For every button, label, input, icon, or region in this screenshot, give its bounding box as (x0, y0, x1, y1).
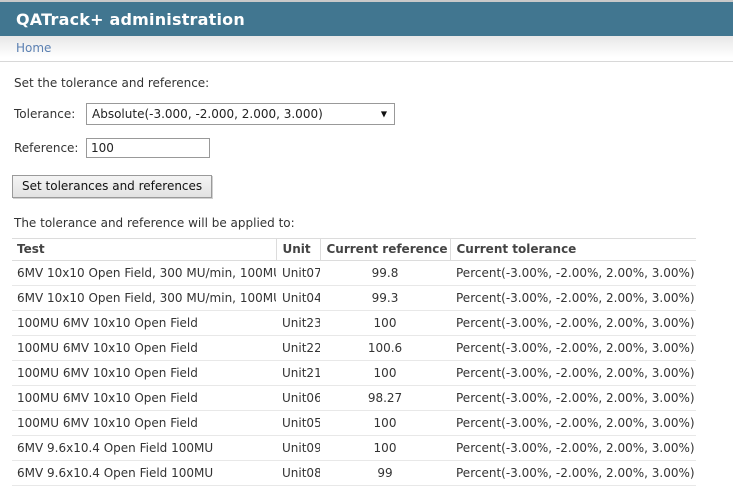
tolerance-select[interactable]: Absolute(-3.000, -2.000, 2.000, 3.000) (86, 103, 395, 125)
form-intro-text: Set the tolerance and reference: (14, 76, 210, 90)
cell-current-reference: 100 (320, 410, 450, 436)
cell-test: 6MV 10x10 Open Field, 300 MU/min, 100MU (12, 260, 276, 286)
cell-current-tolerance: Percent(-3.00%, -2.00%, 2.00%, 3.00%) (450, 410, 696, 436)
cell-test: 100MU 6MV 10x10 Open Field (12, 385, 276, 411)
cell-test: 6MV 9.6x10.4 Open Field 100MU (12, 460, 276, 486)
app-header: QATrack+ administration (0, 0, 733, 36)
cell-current-tolerance: Percent(-3.00%, -2.00%, 2.00%, 3.00%) (450, 360, 696, 386)
set-tolerances-button[interactable]: Set tolerances and references (12, 175, 213, 198)
cell-current-reference: 98.27 (320, 385, 450, 411)
breadcrumb: Home (0, 36, 733, 62)
table-row: 6MV 9.6x10.4 Open Field 100MU Unit09 100 Pe… (12, 435, 696, 461)
table-row: 6MV 10x10 Open Field, 300 MU/min, 100MU U… (12, 285, 696, 311)
table-row: 100MU 6MV 10x10 Open Field Unit22 100.6 Per… (12, 335, 696, 361)
button-row: Set tolerances and references (12, 175, 721, 198)
cell-current-tolerance: Percent(-3.00%, -2.00%, 2.00%, 3.00%) (450, 435, 696, 461)
cell-unit: Unit06 (276, 385, 320, 411)
cell-current-reference: 100.6 (320, 335, 450, 361)
cell-unit: Unit21 (276, 360, 320, 386)
cell-test: 100MU 6MV 10x10 Open Field (12, 310, 276, 336)
tolerance-label: Tolerance: (14, 107, 76, 121)
cell-unit: Unit23 (276, 310, 320, 336)
cell-current-tolerance: Percent(-3.00%, -2.00%, 2.00%, 3.00%) (450, 285, 696, 311)
cell-current-tolerance: Percent(-3.00%, -2.00%, 2.00%, 3.00%) (450, 260, 696, 286)
cell-test: 100MU 6MV 10x10 Open Field (12, 335, 276, 361)
cell-current-reference: 99 (320, 460, 450, 486)
cell-unit: Unit07 (276, 260, 320, 286)
cell-current-tolerance: Percent(-3.00%, -2.00%, 2.00%, 3.00%) (450, 335, 696, 361)
cell-current-tolerance: Percent(-3.00%, -2.00%, 2.00%, 3.00%) (450, 385, 696, 411)
cell-unit: Unit04 (276, 285, 320, 311)
table-row: 6MV 9.6x10.4 Open Field 100MU Unit08 99 Per… (12, 460, 696, 486)
tolerance-select-wrap: Absolute(-3.000, -2.000, 2.000, 3.000) ▼ (86, 103, 395, 125)
main-content: Set the tolerance and reference: Toleran… (0, 76, 733, 486)
cell-test: 100MU 6MV 10x10 Open Field (12, 410, 276, 436)
cell-current-reference: 100 (320, 360, 450, 386)
column-header-current-tolerance: Current tolerance (449, 238, 696, 261)
cell-current-reference: 99.8 (320, 260, 450, 286)
table-row: 100MU 6MV 10x10 Open Field Unit06 98.27 Per… (12, 385, 696, 411)
table-row: 100MU 6MV 10x10 Open Field Unit23 100 Perce… (12, 310, 696, 336)
cell-test: 6MV 10x10 Open Field, 300 MU/min, 100MU (12, 285, 276, 311)
cell-current-tolerance: Percent(-3.00%, -2.00%, 2.00%, 3.00%) (450, 460, 696, 486)
cell-test: 6MV 9.6x10.4 Open Field 100MU (12, 435, 276, 461)
cell-current-tolerance: Percent(-3.00%, -2.00%, 2.00%, 3.00%) (450, 310, 696, 336)
column-header-unit: Unit (275, 238, 320, 261)
table-row: 100MU 6MV 10x10 Open Field Unit05 100 Perce… (12, 410, 696, 436)
page-title: QATrack+ administration (16, 9, 245, 29)
reference-input[interactable] (86, 138, 210, 158)
cell-current-reference: 99.3 (320, 285, 450, 311)
column-header-current-reference: Current reference (319, 238, 450, 261)
table-row: 100MU 6MV 10x10 Open Field Unit21 100 Perce… (12, 360, 696, 386)
reference-row: Reference: (14, 138, 721, 158)
cell-test: 100MU 6MV 10x10 Open Field (12, 360, 276, 386)
column-header-test: Test (12, 238, 276, 261)
cell-unit: Unit22 (276, 335, 320, 361)
cell-unit: Unit05 (276, 410, 320, 436)
table-header-row: Test Unit Current reference Current tole… (12, 238, 696, 261)
apply-table: Test Unit Current reference Current tole… (12, 238, 696, 486)
cell-unit: Unit09 (276, 435, 320, 461)
tolerance-row: Tolerance: Absolute(-3.000, -2.000, 2.00… (14, 103, 721, 125)
apply-intro-text: The tolerance and reference will be appl… (14, 216, 295, 230)
cell-current-reference: 100 (320, 435, 450, 461)
cell-unit: Unit08 (276, 460, 320, 486)
table-body: 6MV 10x10 Open Field, 300 MU/min, 100MU U… (12, 260, 696, 486)
breadcrumb-home-link[interactable]: Home (16, 41, 52, 55)
reference-label: Reference: (14, 141, 79, 155)
table-row: 6MV 10x10 Open Field, 300 MU/min, 100MU U… (12, 260, 696, 286)
cell-current-reference: 100 (320, 310, 450, 336)
